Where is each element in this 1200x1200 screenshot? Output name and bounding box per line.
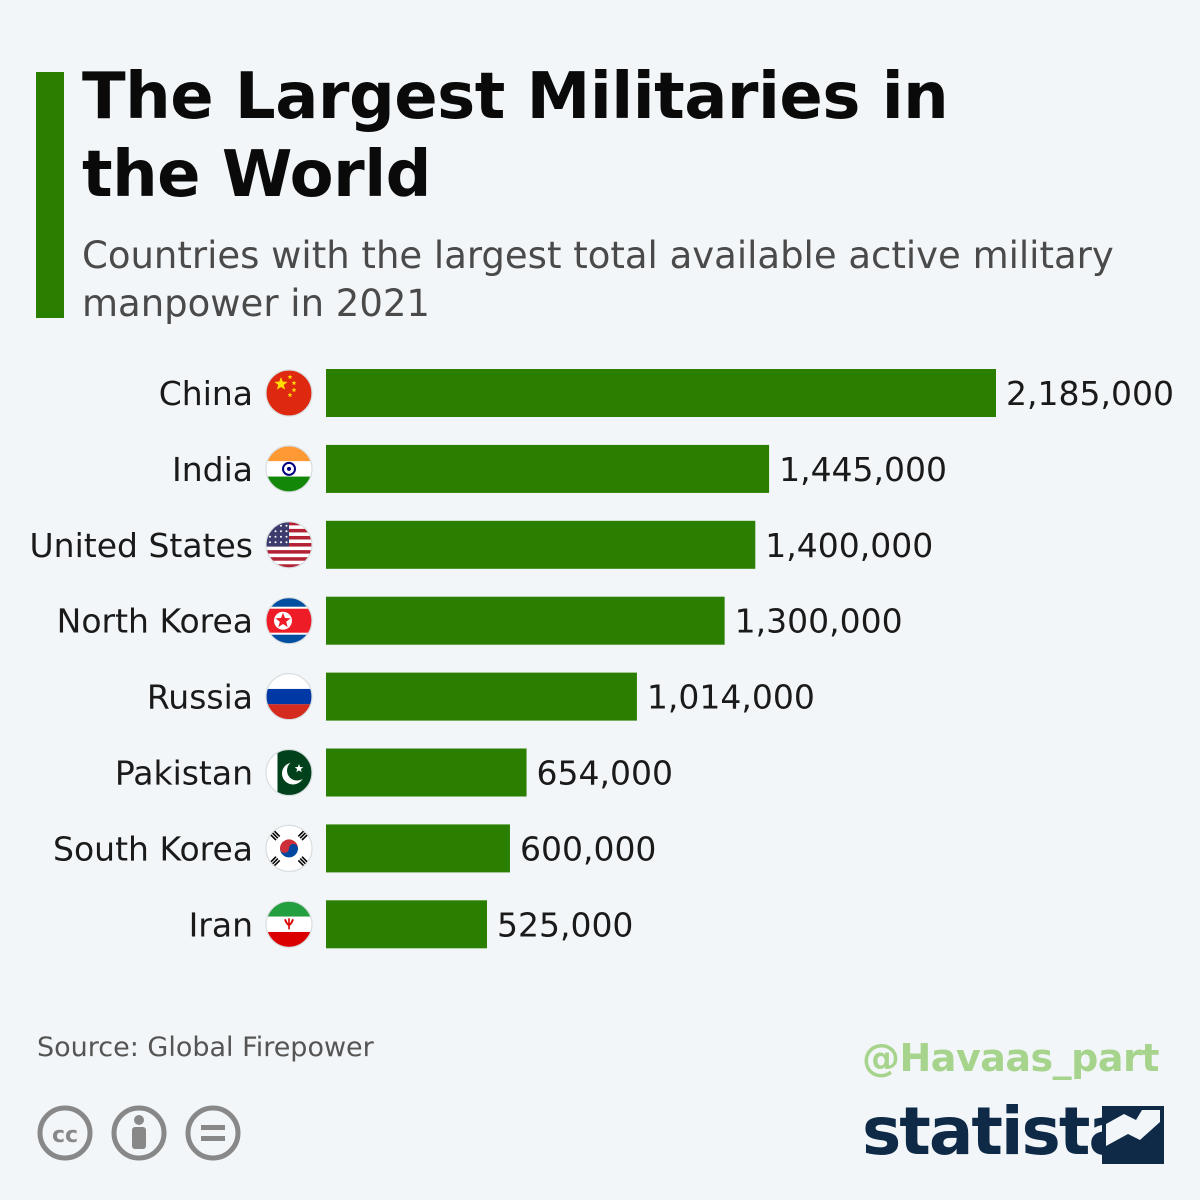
north-korea-flag-icon (265, 597, 313, 645)
no-derivatives-icon (185, 1105, 241, 1161)
bar-pakistan (326, 748, 527, 797)
pakistan-flag-icon (265, 748, 313, 797)
value-label-pakistan: 654,000 (537, 754, 673, 793)
category-label-north-korea: North Korea (57, 602, 253, 641)
india-flag-icon (265, 445, 313, 493)
category-label-russia: Russia (147, 678, 253, 717)
category-label-india: India (172, 450, 253, 489)
bar-russia (326, 672, 637, 721)
value-label-united-states: 1,400,000 (765, 526, 933, 565)
svg-text:cc: cc (52, 1123, 78, 1148)
watermark-handle: @Havaas_part (862, 1036, 1159, 1080)
bar-china (326, 369, 996, 417)
china-flag-icon (265, 369, 313, 417)
attribution-icon (111, 1105, 167, 1161)
iran-flag-icon (265, 900, 313, 948)
category-label-south-korea: South Korea (53, 829, 253, 868)
statista-logo-icon (1102, 1106, 1164, 1164)
value-label-south-korea: 600,000 (520, 829, 656, 868)
title-accent-bar (36, 72, 64, 318)
value-label-russia: 1,014,000 (647, 678, 815, 717)
usa-flag-icon (265, 521, 313, 569)
south-korea-flag-icon (265, 824, 313, 873)
value-label-china: 2,185,000 (1006, 374, 1174, 413)
source-note: Source: Global Firepower (37, 1032, 374, 1063)
bar-united-states (326, 520, 756, 569)
category-label-united-states: United States (30, 526, 253, 565)
bar-north-korea (326, 596, 725, 645)
value-label-india: 1,445,000 (779, 450, 947, 489)
chart-title: The Largest Militaries in the World (82, 60, 949, 212)
bar-south-korea (326, 824, 510, 873)
bar-iran (326, 900, 487, 949)
license-icons: cc (37, 1105, 241, 1161)
chart-subtitle: Countries with the largest total availab… (82, 234, 1114, 325)
russia-flag-icon (265, 672, 313, 721)
category-label-china: China (159, 374, 253, 413)
bar-chart: China 2,185,000 India 1,445,000 United State… (30, 369, 1174, 949)
value-label-iran: 525,000 (497, 905, 633, 944)
value-label-north-korea: 1,300,000 (735, 602, 903, 641)
statista-logo-text: statista (862, 1093, 1133, 1170)
bar-india (326, 444, 770, 493)
category-label-iran: Iran (189, 905, 253, 944)
category-label-pakistan: Pakistan (115, 754, 253, 793)
creative-commons-icon: cc (37, 1105, 93, 1161)
